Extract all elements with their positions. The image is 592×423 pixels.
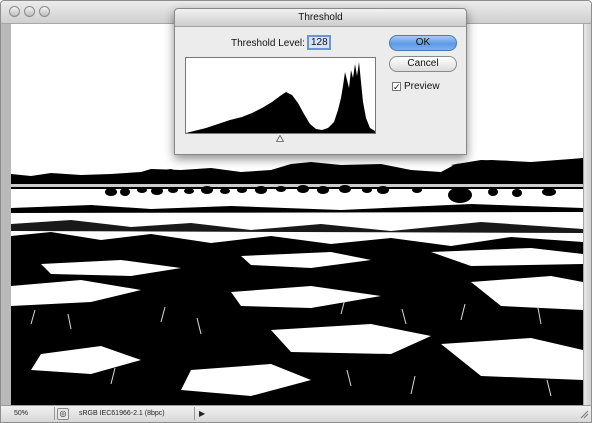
close-icon[interactable] bbox=[9, 6, 20, 17]
resize-grip-icon[interactable] bbox=[579, 409, 589, 419]
triangle-right-icon[interactable]: ▶ bbox=[199, 409, 206, 418]
minimize-icon[interactable] bbox=[24, 6, 35, 17]
vertical-scrollbar[interactable] bbox=[583, 24, 591, 405]
triangle-up-icon[interactable] bbox=[276, 135, 284, 142]
dialog-title: Threshold bbox=[175, 9, 466, 27]
threshold-level-label: Threshold Level: bbox=[231, 38, 305, 49]
ok-button[interactable]: OK bbox=[389, 35, 457, 51]
canvas-gutter bbox=[1, 24, 11, 405]
threshold-level-input[interactable]: 128 bbox=[307, 35, 331, 50]
zoom-icon[interactable] bbox=[39, 6, 50, 17]
zoom-level[interactable]: 50% bbox=[11, 407, 55, 420]
status-bar: 50% ◎ sRGB IEC61966-2.1 (8bpc) ▶ bbox=[1, 405, 591, 422]
color-profile-info: sRGB IEC61966-2.1 (8bpc) bbox=[73, 407, 195, 420]
threshold-dialog: Threshold Threshold Level: 128 OK Cancel… bbox=[174, 8, 467, 155]
preview-label: Preview bbox=[404, 81, 440, 92]
histogram-graph bbox=[186, 62, 375, 133]
histogram[interactable] bbox=[185, 57, 376, 134]
info-icon[interactable]: ◎ bbox=[57, 408, 69, 420]
preview-checkbox[interactable]: ✓ bbox=[392, 82, 401, 92]
threshold-image bbox=[11, 24, 583, 405]
cancel-button[interactable]: Cancel bbox=[389, 56, 457, 72]
